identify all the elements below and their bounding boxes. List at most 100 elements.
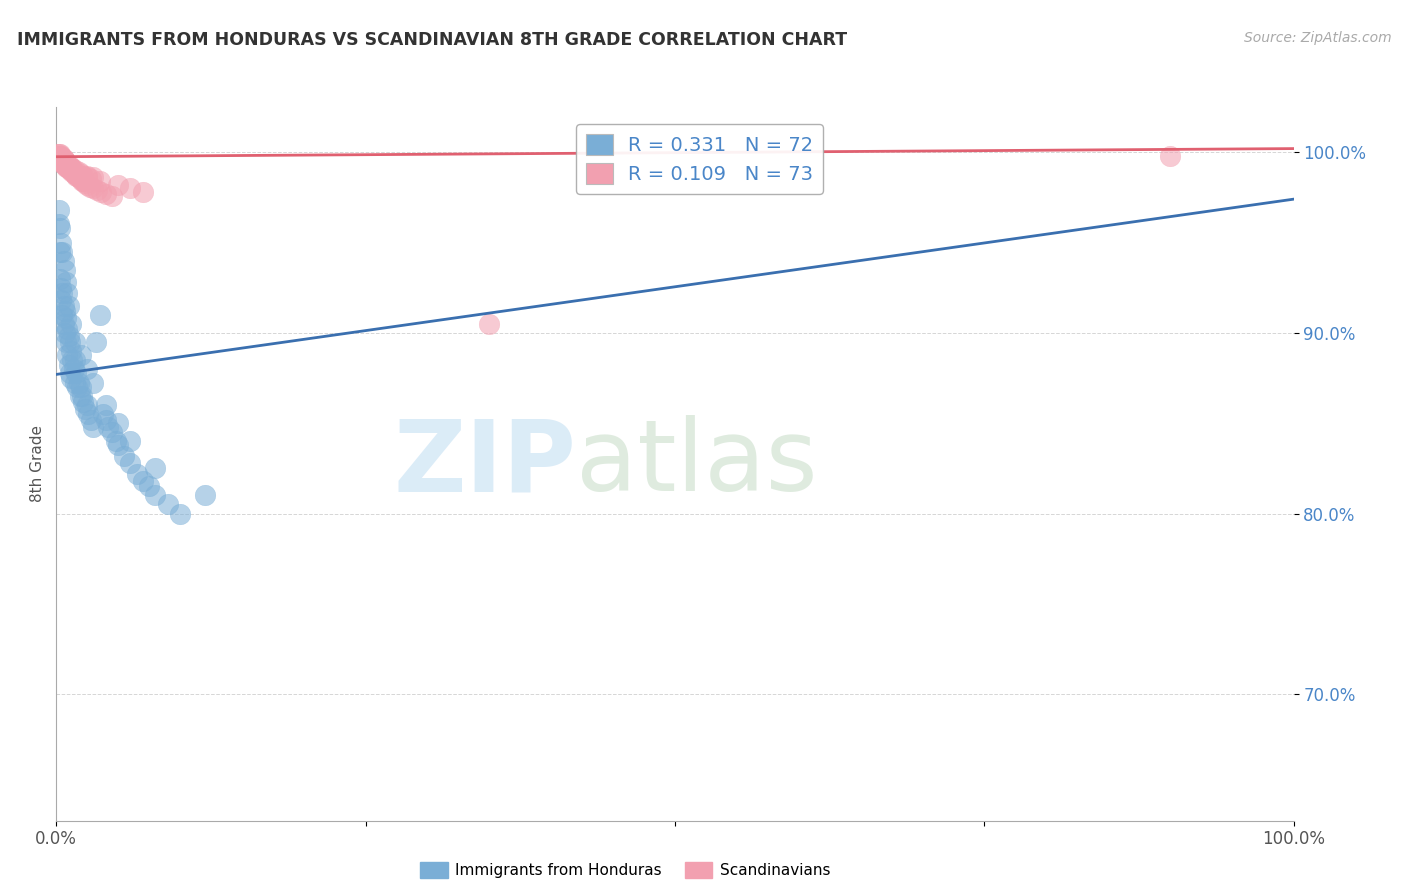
Point xyxy=(70,389,93,403)
Point xyxy=(132,474,155,488)
Point xyxy=(46,147,69,161)
Point xyxy=(70,347,93,361)
Point xyxy=(62,362,84,376)
Point xyxy=(82,181,104,195)
Point xyxy=(76,169,98,183)
Point xyxy=(51,156,73,170)
Point xyxy=(59,160,82,174)
Point xyxy=(67,170,90,185)
Point xyxy=(94,398,117,412)
Point xyxy=(70,380,93,394)
Point xyxy=(65,366,87,380)
Point xyxy=(58,359,80,373)
Point xyxy=(51,151,73,165)
Point xyxy=(82,376,104,391)
Point xyxy=(62,165,84,179)
Point xyxy=(86,183,108,197)
Legend: Immigrants from Honduras, Scandinavians: Immigrants from Honduras, Scandinavians xyxy=(415,856,837,884)
Point xyxy=(60,161,83,176)
Point xyxy=(194,488,217,502)
Point xyxy=(84,334,107,349)
Point xyxy=(48,149,70,163)
Point xyxy=(55,334,77,349)
Point xyxy=(48,218,70,232)
Point xyxy=(1159,149,1181,163)
Point xyxy=(70,167,93,181)
Point xyxy=(132,185,155,199)
Point xyxy=(48,151,70,165)
Point xyxy=(77,407,100,421)
Point xyxy=(49,244,72,259)
Point xyxy=(69,389,91,403)
Point xyxy=(107,438,129,452)
Point xyxy=(76,178,98,192)
Point xyxy=(52,153,75,167)
Point xyxy=(56,160,79,174)
Text: ZIP: ZIP xyxy=(394,416,576,512)
Point xyxy=(97,419,120,434)
Point xyxy=(112,449,135,463)
Point xyxy=(51,154,73,169)
Point xyxy=(52,253,75,268)
Point xyxy=(60,161,83,176)
Point xyxy=(52,299,75,313)
Point xyxy=(82,170,104,185)
Point xyxy=(478,317,501,331)
Point xyxy=(49,153,72,167)
Point xyxy=(51,235,73,250)
Text: atlas: atlas xyxy=(576,416,817,512)
Point xyxy=(51,308,73,322)
Point xyxy=(49,149,72,163)
Point xyxy=(79,179,101,194)
Point xyxy=(46,149,69,163)
Text: Source: ZipAtlas.com: Source: ZipAtlas.com xyxy=(1244,31,1392,45)
Point xyxy=(55,275,77,289)
Y-axis label: 8th Grade: 8th Grade xyxy=(30,425,45,502)
Point xyxy=(69,170,91,185)
Point xyxy=(49,147,72,161)
Point xyxy=(49,151,72,165)
Point xyxy=(63,376,86,391)
Point xyxy=(55,158,77,172)
Point xyxy=(59,163,82,178)
Point xyxy=(51,153,73,167)
Point xyxy=(63,167,86,181)
Point xyxy=(56,158,79,172)
Point xyxy=(58,161,80,176)
Point xyxy=(55,156,77,170)
Point xyxy=(60,353,83,368)
Point xyxy=(94,412,117,426)
Point xyxy=(55,311,77,326)
Point xyxy=(51,151,73,165)
Point xyxy=(53,262,76,277)
Point xyxy=(53,158,76,172)
Point xyxy=(67,165,90,179)
Point xyxy=(52,156,75,170)
Point xyxy=(90,185,112,199)
Point xyxy=(63,163,86,178)
Point xyxy=(53,154,76,169)
Point xyxy=(60,165,83,179)
Point xyxy=(70,172,93,186)
Point xyxy=(58,161,80,176)
Point xyxy=(51,286,73,301)
Point xyxy=(53,304,76,318)
Point xyxy=(73,176,96,190)
Point xyxy=(76,362,98,376)
Point xyxy=(56,322,79,336)
Point xyxy=(56,347,79,361)
Point xyxy=(66,380,89,394)
Point xyxy=(49,221,72,235)
Point xyxy=(125,467,148,481)
Point xyxy=(107,178,129,192)
Point xyxy=(51,153,73,167)
Point xyxy=(58,158,80,172)
Point xyxy=(66,169,89,183)
Point xyxy=(104,434,127,449)
Point xyxy=(48,202,70,217)
Point xyxy=(51,244,73,259)
Point xyxy=(49,271,72,285)
Point xyxy=(120,456,142,470)
Point xyxy=(120,434,142,449)
Point xyxy=(51,154,73,169)
